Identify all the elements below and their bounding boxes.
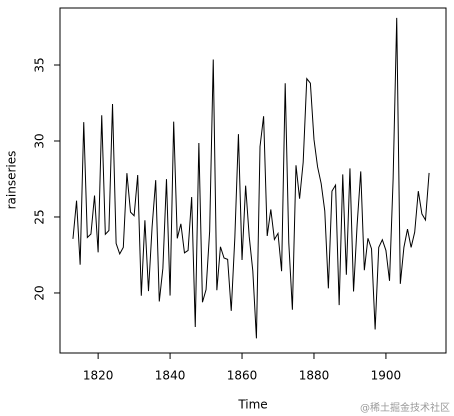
y-tick-label: 30 [33,133,47,148]
y-tick-label: 20 [33,285,47,300]
plot-frame [59,7,447,354]
x-tick-label: 1860 [227,369,258,383]
y-tick-label: 25 [33,209,47,224]
x-axis-label: Time [237,398,267,412]
x-tick-label: 1820 [83,369,114,383]
x-tick-label: 1900 [371,369,402,383]
x-tick-label: 1880 [299,369,330,383]
x-tick-label: 1840 [155,369,186,383]
watermark: @稀土掘金技术社区 [360,401,450,414]
data-line [72,17,430,339]
y-axis-label: rainseries [5,151,19,210]
y-tick-label: 35 [33,57,47,72]
